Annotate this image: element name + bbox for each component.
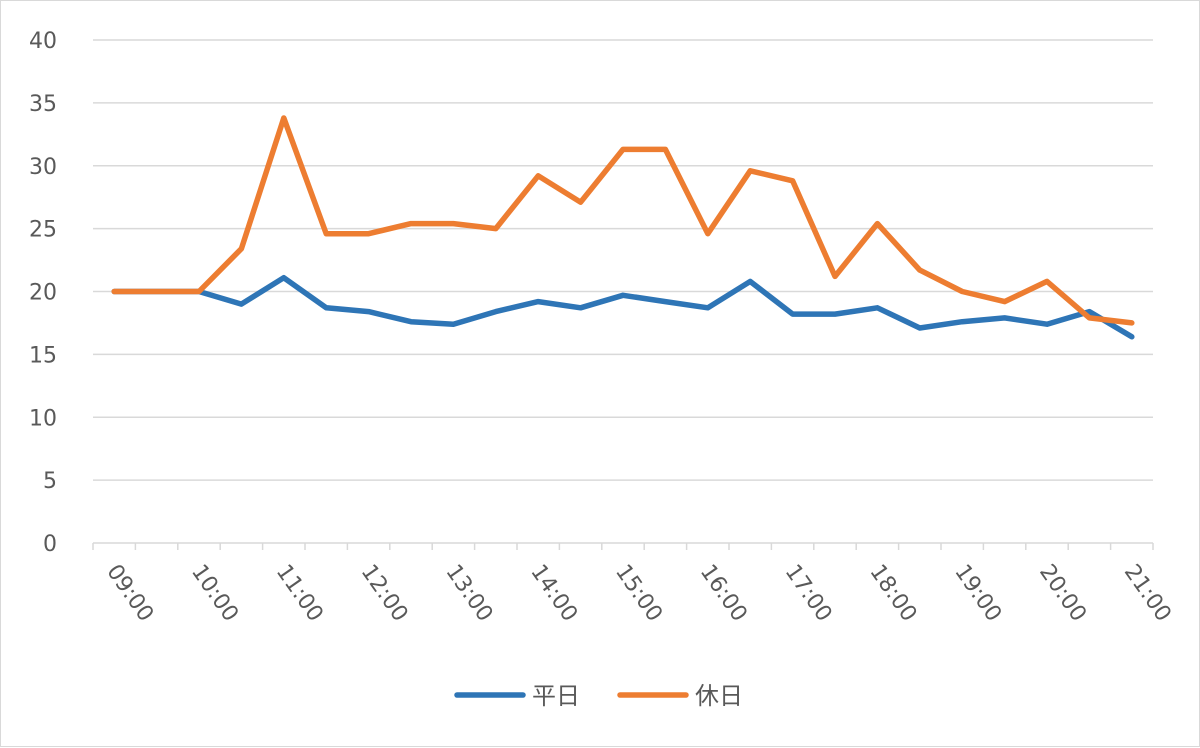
x-tick-label: 16:00 xyxy=(695,560,752,626)
legend: 平日 休日 xyxy=(454,682,743,710)
x-tick-label: 11:00 xyxy=(271,560,328,626)
y-tick-label: 40 xyxy=(29,29,57,54)
x-tick-label: 12:00 xyxy=(356,560,413,626)
y-tick-label: 25 xyxy=(29,218,57,243)
x-tick-label: 15:00 xyxy=(610,560,667,626)
y-tick-label: 15 xyxy=(29,343,57,368)
x-tick-label: 17:00 xyxy=(780,560,837,626)
x-tick-label: 18:00 xyxy=(864,560,921,626)
y-tick-label: 0 xyxy=(43,532,57,557)
legend-label: 休日 xyxy=(695,682,743,710)
x-tick-label: 14:00 xyxy=(525,560,582,626)
y-tick-label: 30 xyxy=(29,155,57,180)
series-lines xyxy=(111,115,1135,340)
y-tick-label: 5 xyxy=(43,469,57,494)
x-tick-label: 09:00 xyxy=(101,560,158,626)
series-line-holiday xyxy=(111,115,1135,326)
x-tick-label: 13:00 xyxy=(440,560,497,626)
y-tick-label: 20 xyxy=(29,281,57,306)
gridlines xyxy=(93,39,1153,544)
y-axis-tick-labels: 0 5 10 15 20 25 30 35 40 xyxy=(29,29,57,557)
x-axis xyxy=(92,543,1154,550)
y-tick-label: 10 xyxy=(29,406,57,431)
x-tick-label: 19:00 xyxy=(949,560,1006,626)
y-tick-label: 35 xyxy=(29,92,57,117)
x-tick-label: 10:00 xyxy=(186,560,243,626)
x-axis-tick-labels: 09:00 10:00 11:00 12:00 13:00 14:00 15:00 16:00… xyxy=(101,560,1175,626)
x-tick-label: 20:00 xyxy=(1034,560,1091,626)
legend-label: 平日 xyxy=(532,682,580,710)
series-line-weekday xyxy=(111,274,1135,340)
x-tick-label: 21:00 xyxy=(1119,560,1176,626)
